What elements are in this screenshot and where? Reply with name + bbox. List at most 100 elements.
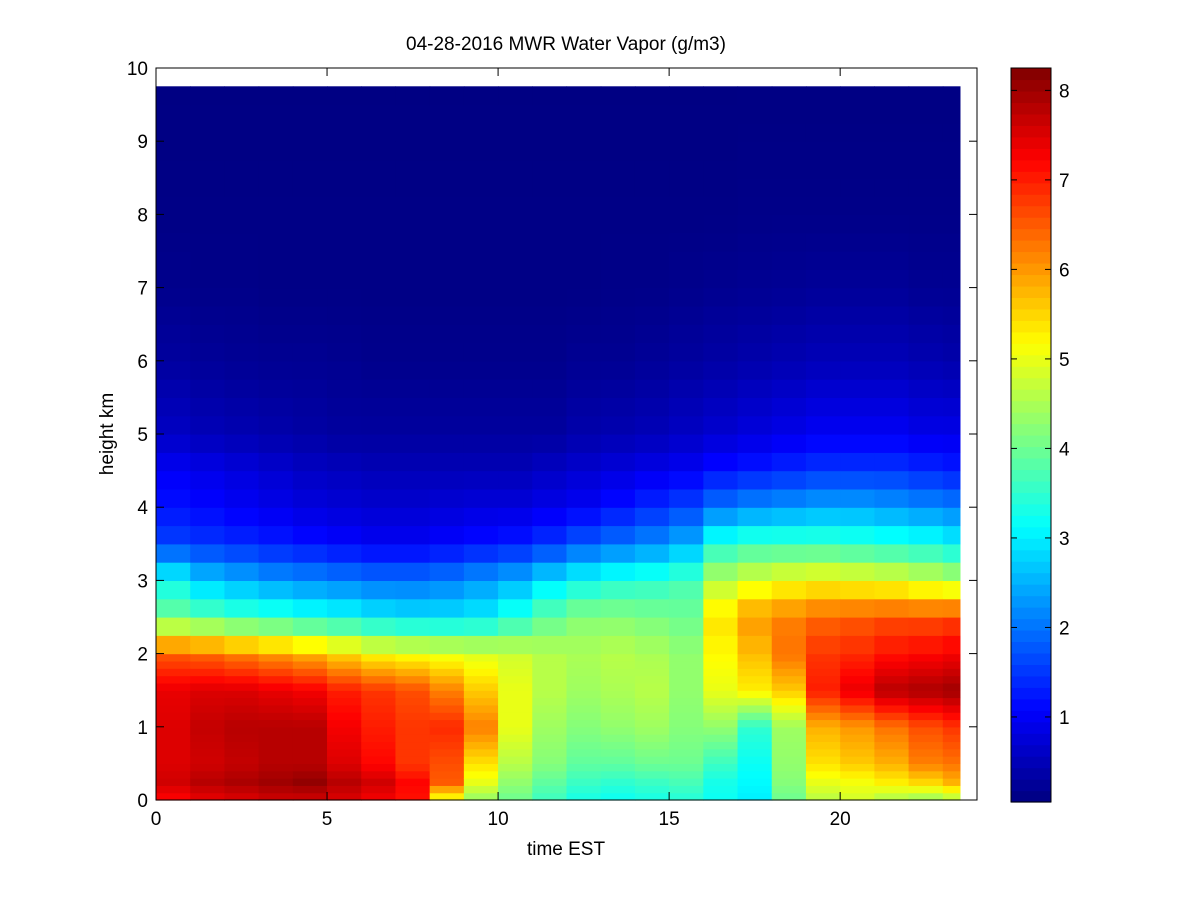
heatmap-cell (874, 690, 910, 699)
heatmap-cell (190, 778, 226, 786)
heatmap-cell (840, 792, 875, 801)
heatmap-cell (532, 104, 568, 124)
heatmap-cell (908, 434, 944, 453)
heatmap-cell (498, 470, 533, 490)
heatmap-cell (224, 104, 260, 124)
heatmap-cell (429, 104, 465, 124)
heatmap-cell (361, 214, 397, 234)
heatmap-cell (327, 86, 362, 106)
heatmap-cell (258, 562, 294, 581)
heatmap-cell (258, 635, 294, 655)
heatmap-cell (737, 770, 773, 779)
heatmap-cell (669, 734, 704, 743)
heatmap-cell (258, 287, 294, 307)
heatmap-cell (292, 704, 328, 713)
heatmap-cell (327, 415, 362, 435)
heatmap-cell (805, 214, 841, 234)
heatmap-cell (566, 488, 602, 508)
heatmap-cell (292, 792, 328, 801)
heatmap-cell (840, 712, 875, 721)
heatmap-cell (463, 305, 499, 325)
heatmap-cell (429, 305, 465, 325)
heatmap-cell (361, 712, 397, 721)
heatmap-cell (771, 360, 807, 380)
heatmap-cell (566, 660, 602, 669)
colorbar-segment (1011, 675, 1051, 688)
heatmap-cell (737, 525, 773, 545)
heatmap-cell (805, 785, 841, 794)
heatmap-cell (190, 287, 226, 307)
heatmap-cell (737, 360, 773, 380)
heatmap-cell (805, 159, 841, 179)
heatmap-cell (395, 397, 431, 417)
heatmap-cell (361, 778, 397, 786)
heatmap-cell (703, 342, 739, 362)
heatmap-cell (840, 452, 875, 472)
heatmap-cell (669, 196, 704, 215)
heatmap-cell (874, 251, 910, 270)
heatmap-cell (840, 324, 875, 344)
heatmap-cell (532, 763, 568, 772)
heatmap-cell (258, 617, 294, 636)
heatmap-cell (669, 668, 704, 677)
colorbar-segment (1011, 561, 1051, 574)
heatmap-cell (258, 452, 294, 472)
colorbar-segment (1011, 664, 1051, 677)
heatmap-cell (498, 598, 533, 618)
heatmap-cell (361, 397, 397, 417)
heatmap-cell (463, 232, 499, 252)
heatmap-cell (327, 287, 362, 307)
heatmap-cell (498, 287, 533, 307)
heatmap-cell (292, 756, 328, 764)
heatmap-cell (498, 360, 533, 380)
heatmap-cell (258, 251, 294, 270)
heatmap-cell (669, 397, 704, 417)
heatmap-cell (840, 726, 875, 735)
heatmap-cell (292, 415, 328, 435)
heatmap-cell (463, 141, 499, 161)
heatmap-cell (703, 360, 739, 380)
heatmap-cell (361, 525, 397, 545)
heatmap-cell (190, 653, 226, 662)
heatmap-cell (463, 269, 499, 289)
heatmap-cell (292, 122, 328, 142)
heatmap-cell (156, 104, 191, 124)
heatmap-cell (292, 580, 328, 600)
heatmap-cell (805, 741, 841, 750)
heatmap-cell (532, 792, 568, 801)
y-tick-label: 0 (137, 791, 148, 812)
heatmap-cell (771, 397, 807, 417)
heatmap-cell (361, 342, 397, 362)
heatmap-cell (498, 562, 533, 581)
heatmap-cell (361, 617, 397, 636)
heatmap-cell (156, 415, 191, 435)
heatmap-cell (361, 324, 397, 344)
heatmap-cell (566, 690, 602, 699)
heatmap-cell (156, 562, 191, 581)
heatmap-cell (634, 305, 670, 325)
heatmap-cell (840, 360, 875, 380)
heatmap-cell (327, 682, 362, 691)
heatmap-cell (224, 660, 260, 669)
heatmap-cell (737, 785, 773, 794)
heatmap-cell (361, 141, 397, 161)
heatmap-cell (805, 488, 841, 508)
heatmap-cell (634, 177, 670, 197)
heatmap-cell (327, 104, 362, 124)
heatmap-cell (805, 770, 841, 779)
colorbar-segment (1011, 125, 1051, 138)
heatmap-cell (805, 507, 841, 527)
heatmap-cell (874, 617, 910, 636)
heatmap-cell (224, 763, 260, 772)
heatmap-cell (429, 251, 465, 270)
heatmap-cell (224, 251, 260, 270)
heatmap-cell (361, 269, 397, 289)
heatmap-cell (634, 122, 670, 142)
heatmap-cell (703, 305, 739, 325)
colorbar-segment (1011, 652, 1051, 665)
colorbar-segment (1011, 480, 1051, 493)
heatmap-cell (874, 756, 910, 764)
colorbar-tick-label: 1 (1059, 708, 1070, 729)
heatmap-cell (258, 360, 294, 380)
heatmap-cell (498, 214, 533, 234)
